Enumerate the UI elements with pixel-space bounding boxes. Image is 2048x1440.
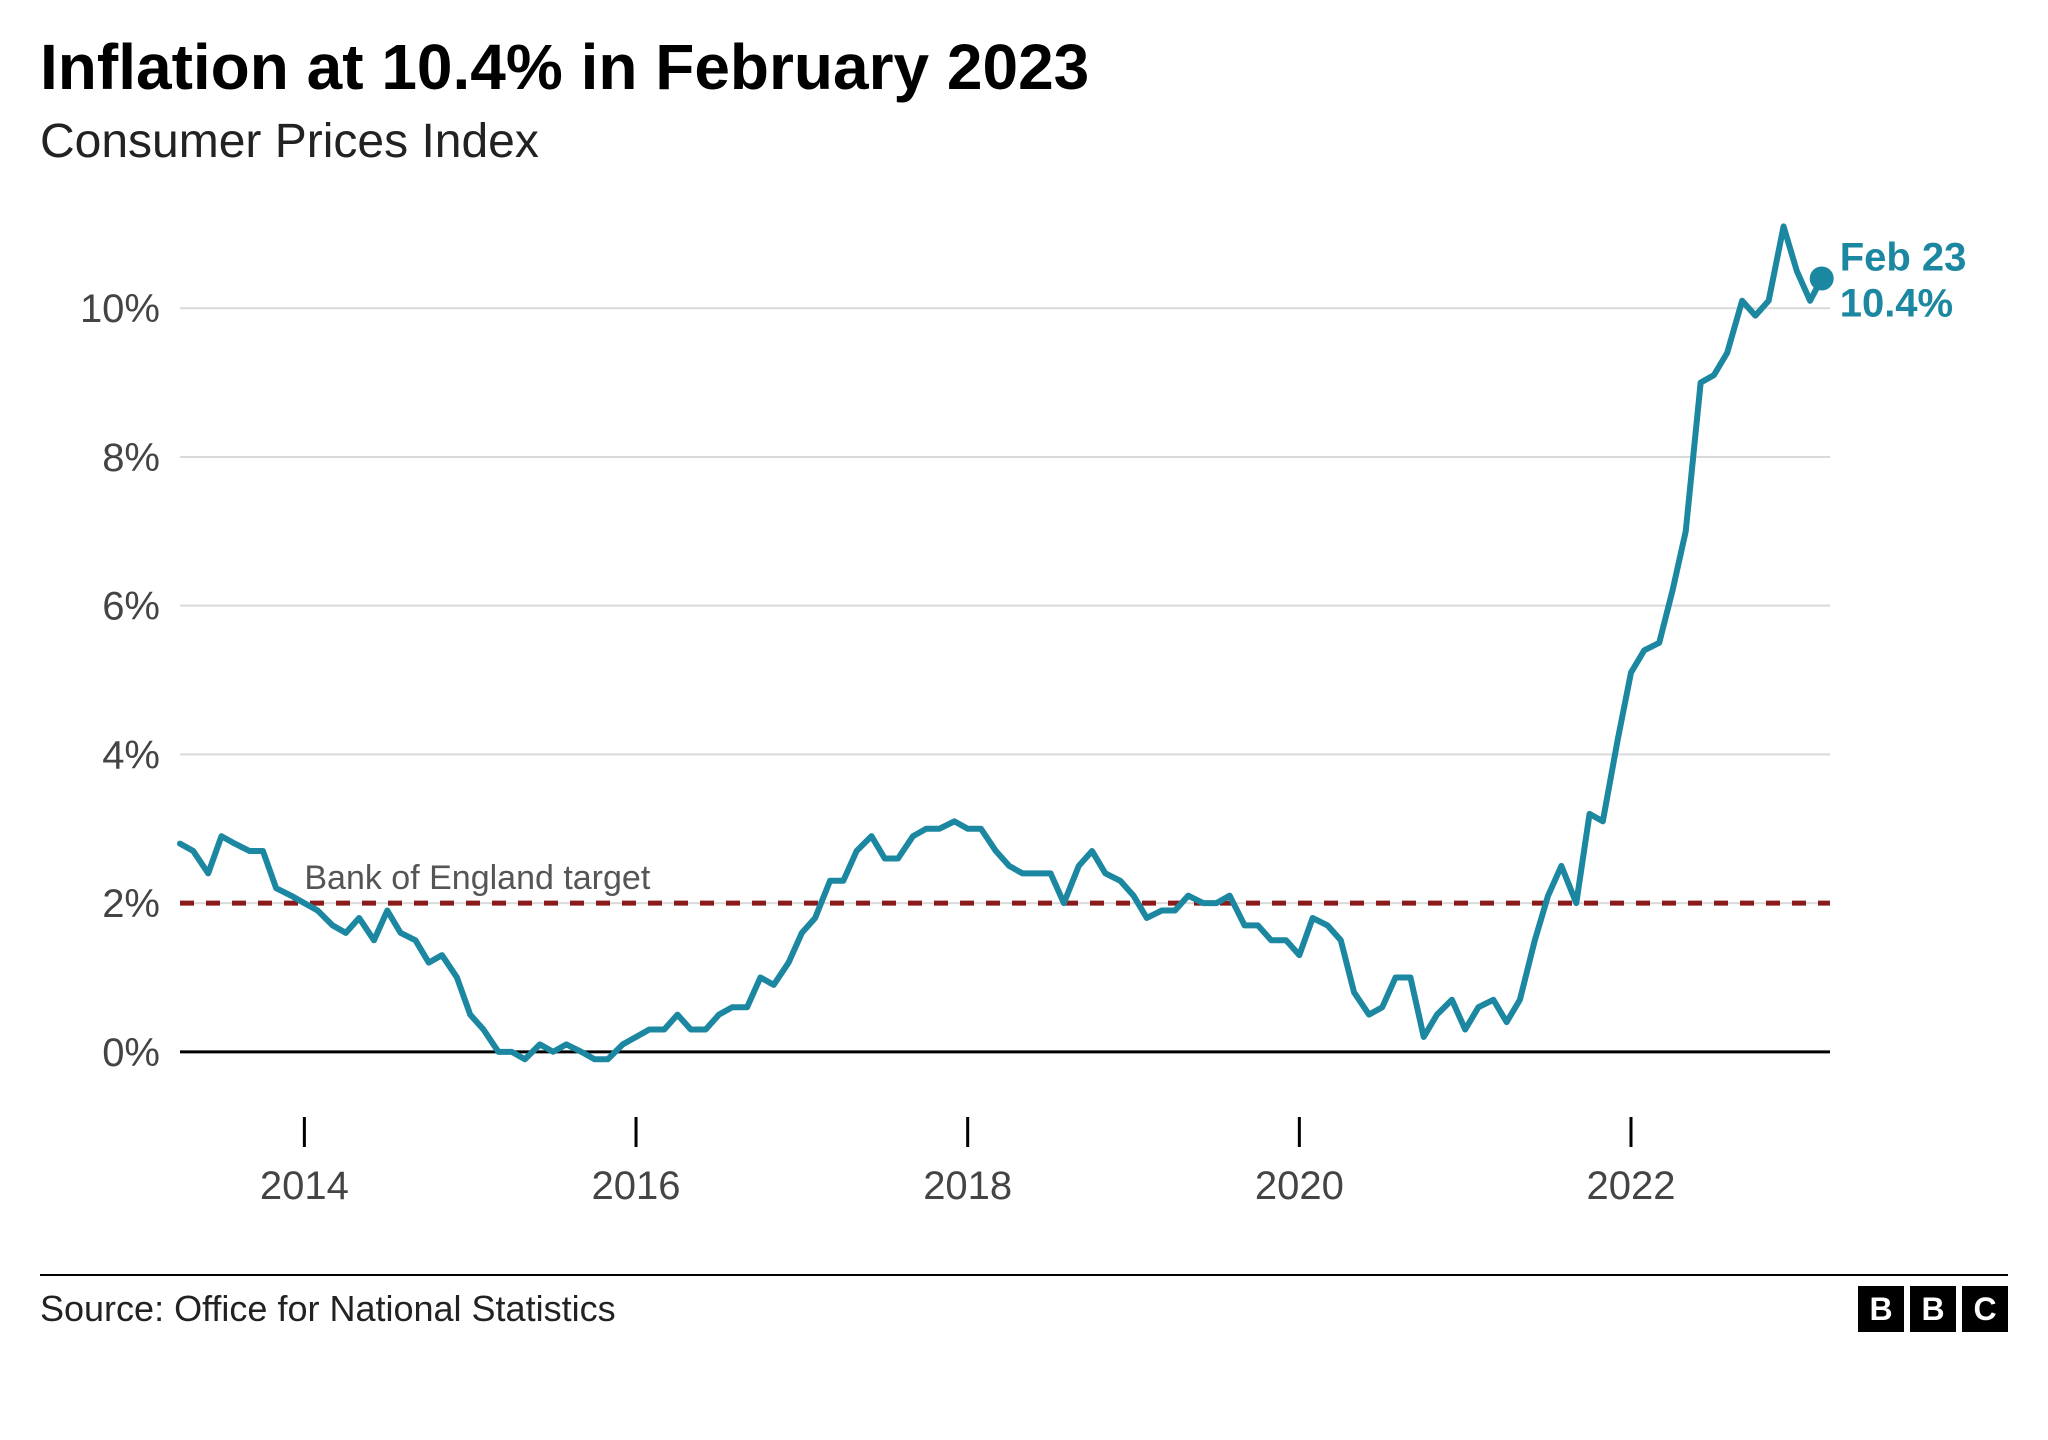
svg-text:Feb 23: Feb 23 <box>1840 235 1967 279</box>
chart-title: Inflation at 10.4% in February 2023 <box>40 30 2008 104</box>
svg-text:Bank of England target: Bank of England target <box>304 859 650 897</box>
svg-text:6%: 6% <box>102 585 160 629</box>
bbc-logo-letter: B <box>1858 1286 1904 1332</box>
chart-subtitle: Consumer Prices Index <box>40 114 2008 169</box>
line-chart-svg: 0% 2% 4% 6% 8% 10% Bank of England target 2014 2… <box>40 189 2000 1249</box>
svg-text:2018: 2018 <box>923 1164 1012 1208</box>
svg-text:2014: 2014 <box>260 1164 349 1208</box>
footer-divider <box>40 1274 2008 1276</box>
svg-text:2016: 2016 <box>592 1164 681 1208</box>
svg-text:10%: 10% <box>80 287 160 331</box>
footer: Source: Office for National Statistics B… <box>40 1286 2008 1332</box>
svg-text:0%: 0% <box>102 1031 160 1075</box>
svg-text:8%: 8% <box>102 436 160 480</box>
chart-container: Inflation at 10.4% in February 2023 Cons… <box>0 0 2048 1440</box>
chart-area: 0% 2% 4% 6% 8% 10% Bank of England target 2014 2… <box>40 189 2008 1254</box>
svg-text:10.4%: 10.4% <box>1840 281 1953 325</box>
svg-text:2022: 2022 <box>1587 1164 1676 1208</box>
bbc-logo-letter: C <box>1962 1286 2008 1332</box>
source-text: Source: Office for National Statistics <box>40 1288 616 1330</box>
svg-text:2020: 2020 <box>1255 1164 1344 1208</box>
svg-text:4%: 4% <box>102 733 160 777</box>
bbc-logo: BBC <box>1858 1286 2008 1332</box>
bbc-logo-letter: B <box>1910 1286 1956 1332</box>
svg-text:2%: 2% <box>102 882 160 926</box>
